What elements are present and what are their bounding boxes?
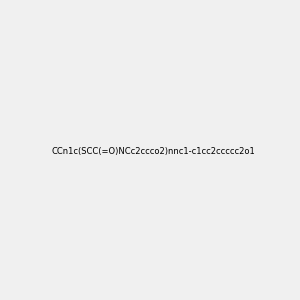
Text: CCn1c(SCC(=O)NCc2ccco2)nnc1-c1cc2ccccc2o1: CCn1c(SCC(=O)NCc2ccco2)nnc1-c1cc2ccccc2o… — [52, 147, 256, 156]
